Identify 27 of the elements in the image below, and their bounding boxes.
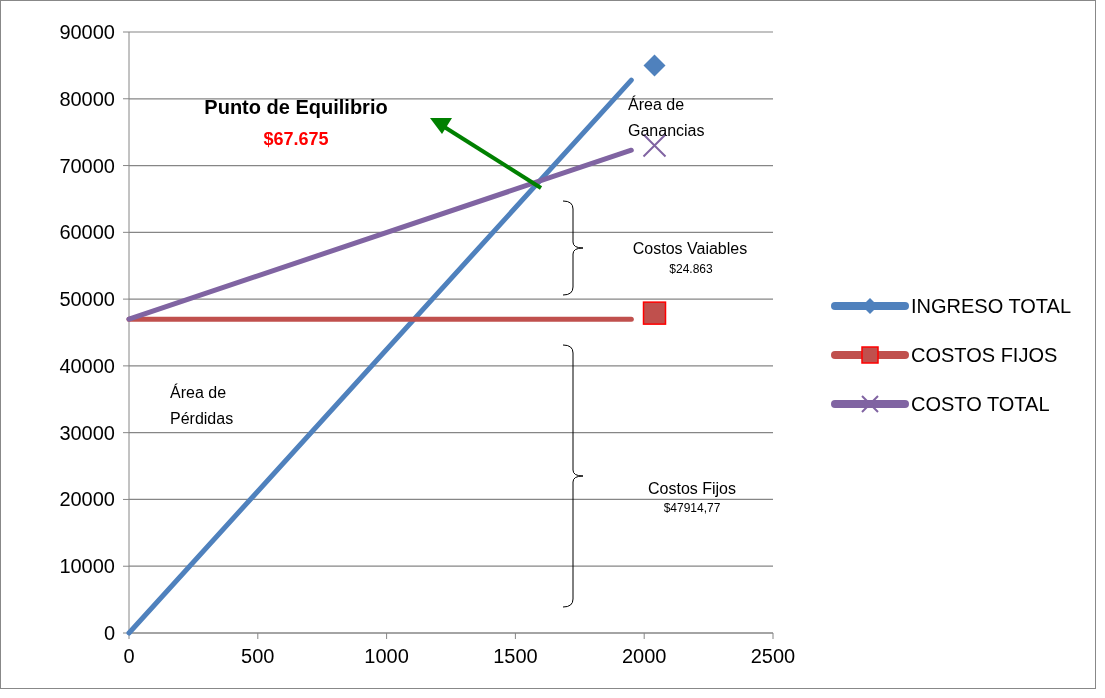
legend-label: COSTO TOTAL [911,393,1050,415]
annotation: $47914,77 [663,501,721,515]
x-tick-label: 1000 [364,645,409,667]
y-tick-label: 10000 [59,555,115,578]
annotation: $67.675 [263,129,329,149]
x-tick-label: 0 [123,645,135,667]
y-tick-label: 30000 [59,421,115,444]
x-tick-label: 500 [241,645,275,667]
y-tick-label: 20000 [59,488,115,511]
x-tick-label: 2500 [750,645,796,667]
annotation: Costos Fijos [647,480,737,497]
y-tick-label: 50000 [59,288,115,311]
annotation: Punto de Equilibrio [204,96,388,118]
x-tick-label: 2000 [621,645,667,667]
y-tick-label: 0 [103,622,115,644]
x-tick-label: 1500 [493,645,538,667]
y-tick-label: 80000 [59,87,115,110]
legend-label: COSTOS FIJOS [911,344,1058,366]
y-tick-label: 70000 [59,154,115,177]
y-tick-label: 40000 [59,354,115,377]
annotation: Área de Ganancias [628,95,705,139]
y-tick-label: 60000 [59,221,115,244]
annotation: $24.863 [669,262,714,276]
annotation: Área de Pérdidas [170,383,234,427]
y-tick-label: 90000 [59,21,115,43]
legend-label: INGRESO TOTAL [911,295,1072,317]
annotation: Costos Vaiables [632,240,748,257]
